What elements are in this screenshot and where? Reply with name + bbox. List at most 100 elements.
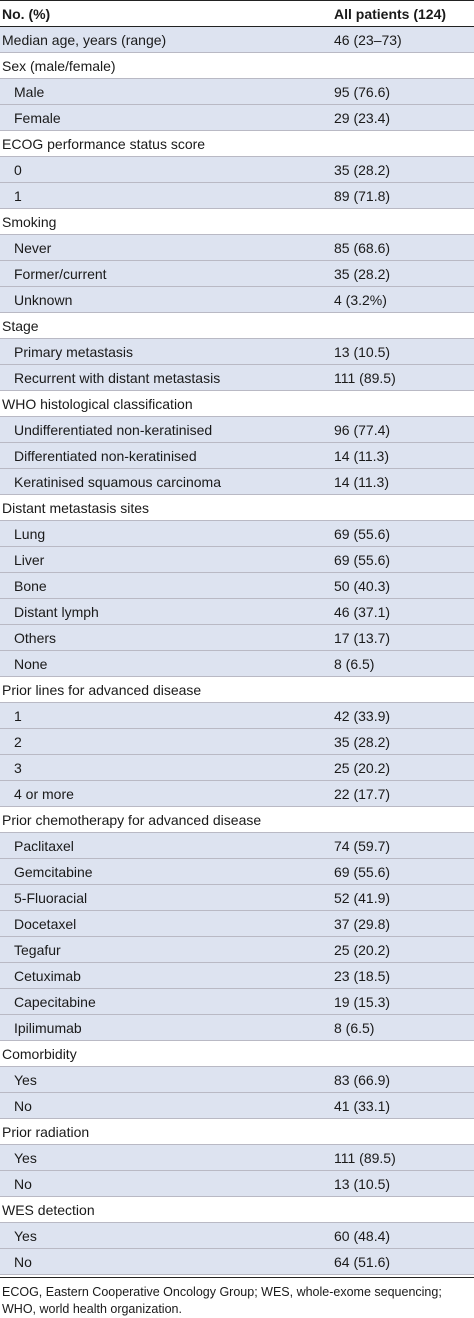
- row-label: Distant lymph: [14, 603, 99, 620]
- category-label: Prior radiation: [2, 1123, 90, 1140]
- table-row: Others 17 (13.7): [0, 625, 474, 651]
- table-row: No 13 (10.5): [0, 1171, 474, 1197]
- row-label: Gemcitabine: [14, 863, 93, 880]
- row-value: 8 (6.5): [334, 655, 375, 672]
- category-label: Smoking: [2, 213, 57, 230]
- table-row: Tegafur 25 (20.2): [0, 937, 474, 963]
- row-label: Tegafur: [14, 941, 61, 958]
- table-row: Cetuximab 23 (18.5): [0, 963, 474, 989]
- table-row: 1 89 (71.8): [0, 183, 474, 209]
- table-row: Unknown 4 (3.2%): [0, 287, 474, 313]
- row-label: Yes: [14, 1071, 37, 1088]
- row-label: Keratinised squamous carcinoma: [14, 473, 221, 490]
- table-row: Male 95 (76.6): [0, 79, 474, 105]
- table-row: Differentiated non-keratinised 14 (11.3): [0, 443, 474, 469]
- row-value: 50 (40.3): [334, 577, 391, 594]
- table-row: Former/current 35 (28.2): [0, 261, 474, 287]
- category-label: Distant metastasis sites: [2, 499, 150, 516]
- row-label: Male: [14, 83, 45, 100]
- category-row: Prior chemotherapy for advanced disease: [0, 807, 474, 833]
- table-row: Gemcitabine 69 (55.6): [0, 859, 474, 885]
- table-row: No 64 (51.6): [0, 1249, 474, 1275]
- row-label: Cetuximab: [14, 967, 81, 984]
- table-body: Median age, years (range) 46 (23–73) Sex (…: [0, 27, 474, 1275]
- table-row: Yes 83 (66.9): [0, 1067, 474, 1093]
- row-value: 13 (10.5): [334, 343, 391, 360]
- category-label: ECOG performance status score: [2, 135, 206, 152]
- row-label: Capecitabine: [14, 993, 96, 1010]
- row-label: Lung: [14, 525, 46, 542]
- row-value: 14 (11.3): [334, 447, 389, 464]
- row-value: 22 (17.7): [334, 785, 391, 802]
- row-label: 1: [14, 707, 22, 724]
- row-value: 89 (71.8): [334, 187, 391, 204]
- row-label: Never: [14, 239, 52, 256]
- row-label: 2: [14, 733, 22, 750]
- table-row: Liver 69 (55.6): [0, 547, 474, 573]
- row-value: 96 (77.4): [334, 421, 391, 438]
- row-value: 25 (20.2): [334, 941, 391, 958]
- table-row: Distant lymph 46 (37.1): [0, 599, 474, 625]
- row-value: 23 (18.5): [334, 967, 391, 984]
- row-label: 1: [14, 187, 22, 204]
- header-col-all-patients: All patients (124): [334, 5, 447, 22]
- row-value: 52 (41.9): [334, 889, 391, 906]
- row-label: Unknown: [14, 291, 73, 308]
- row-value: 17 (13.7): [334, 629, 391, 646]
- row-value: 37 (29.8): [334, 915, 391, 932]
- row-value: 83 (66.9): [334, 1071, 391, 1088]
- row-label: Liver: [14, 551, 45, 568]
- table-row: Keratinised squamous carcinoma 14 (11.3): [0, 469, 474, 495]
- row-value: 14 (11.3): [334, 473, 389, 490]
- row-value: 60 (48.4): [334, 1227, 391, 1244]
- table-row: 2 35 (28.2): [0, 729, 474, 755]
- category-label: WHO histological classification: [2, 395, 193, 412]
- row-label: Primary metastasis: [14, 343, 134, 360]
- category-row: WHO histological classification: [0, 391, 474, 417]
- category-row: Comorbidity: [0, 1041, 474, 1067]
- row-value: 111 (89.5): [334, 369, 396, 386]
- category-row: Distant metastasis sites: [0, 495, 474, 521]
- row-value: 74 (59.7): [334, 837, 391, 854]
- category-row: Stage: [0, 313, 474, 339]
- row-value: 42 (33.9): [334, 707, 391, 724]
- row-label: Others: [14, 629, 57, 646]
- table-row: Yes 111 (89.5): [0, 1145, 474, 1171]
- row-label: Female: [14, 109, 61, 126]
- row-value: 35 (28.2): [334, 265, 391, 282]
- table-row: 0 35 (28.2): [0, 157, 474, 183]
- table-row: None 8 (6.5): [0, 651, 474, 677]
- table-row: Lung 69 (55.6): [0, 521, 474, 547]
- category-row: Smoking: [0, 209, 474, 235]
- category-row: Prior radiation: [0, 1119, 474, 1145]
- table-row: Recurrent with distant metastasis 111 (89…: [0, 365, 474, 391]
- category-row: Sex (male/female): [0, 53, 474, 79]
- table-row: Ipilimumab 8 (6.5): [0, 1015, 474, 1041]
- table-row: Undifferentiated non-keratinised 96 (77.4…: [0, 417, 474, 443]
- row-value: 85 (68.6): [334, 239, 391, 256]
- row-value: 19 (15.3): [334, 993, 391, 1010]
- row-label: 3: [14, 759, 22, 776]
- table-row: Bone 50 (40.3): [0, 573, 474, 599]
- row-value: 46 (23–73): [334, 31, 402, 48]
- row-value: 41 (33.1): [334, 1097, 391, 1114]
- category-label: WES detection: [2, 1201, 95, 1218]
- row-value: 69 (55.6): [334, 551, 391, 568]
- row-value: 69 (55.6): [334, 863, 391, 880]
- table-row: Capecitabine 19 (15.3): [0, 989, 474, 1015]
- table-row: Never 85 (68.6): [0, 235, 474, 261]
- table-row: Yes 60 (48.4): [0, 1223, 474, 1249]
- row-label: Paclitaxel: [14, 837, 74, 854]
- category-label: Comorbidity: [2, 1045, 77, 1062]
- row-label: Docetaxel: [14, 915, 77, 932]
- table-row: Median age, years (range) 46 (23–73): [0, 27, 474, 53]
- table-row: Primary metastasis 13 (10.5): [0, 339, 474, 365]
- row-value: 111 (89.5): [334, 1149, 396, 1166]
- category-row: Prior lines for advanced disease: [0, 677, 474, 703]
- table-row: 1 42 (33.9): [0, 703, 474, 729]
- row-value: 35 (28.2): [334, 161, 391, 178]
- table-row: 5-Fluoracial 52 (41.9): [0, 885, 474, 911]
- category-label: Stage: [2, 317, 39, 334]
- row-label: 4 or more: [14, 785, 74, 802]
